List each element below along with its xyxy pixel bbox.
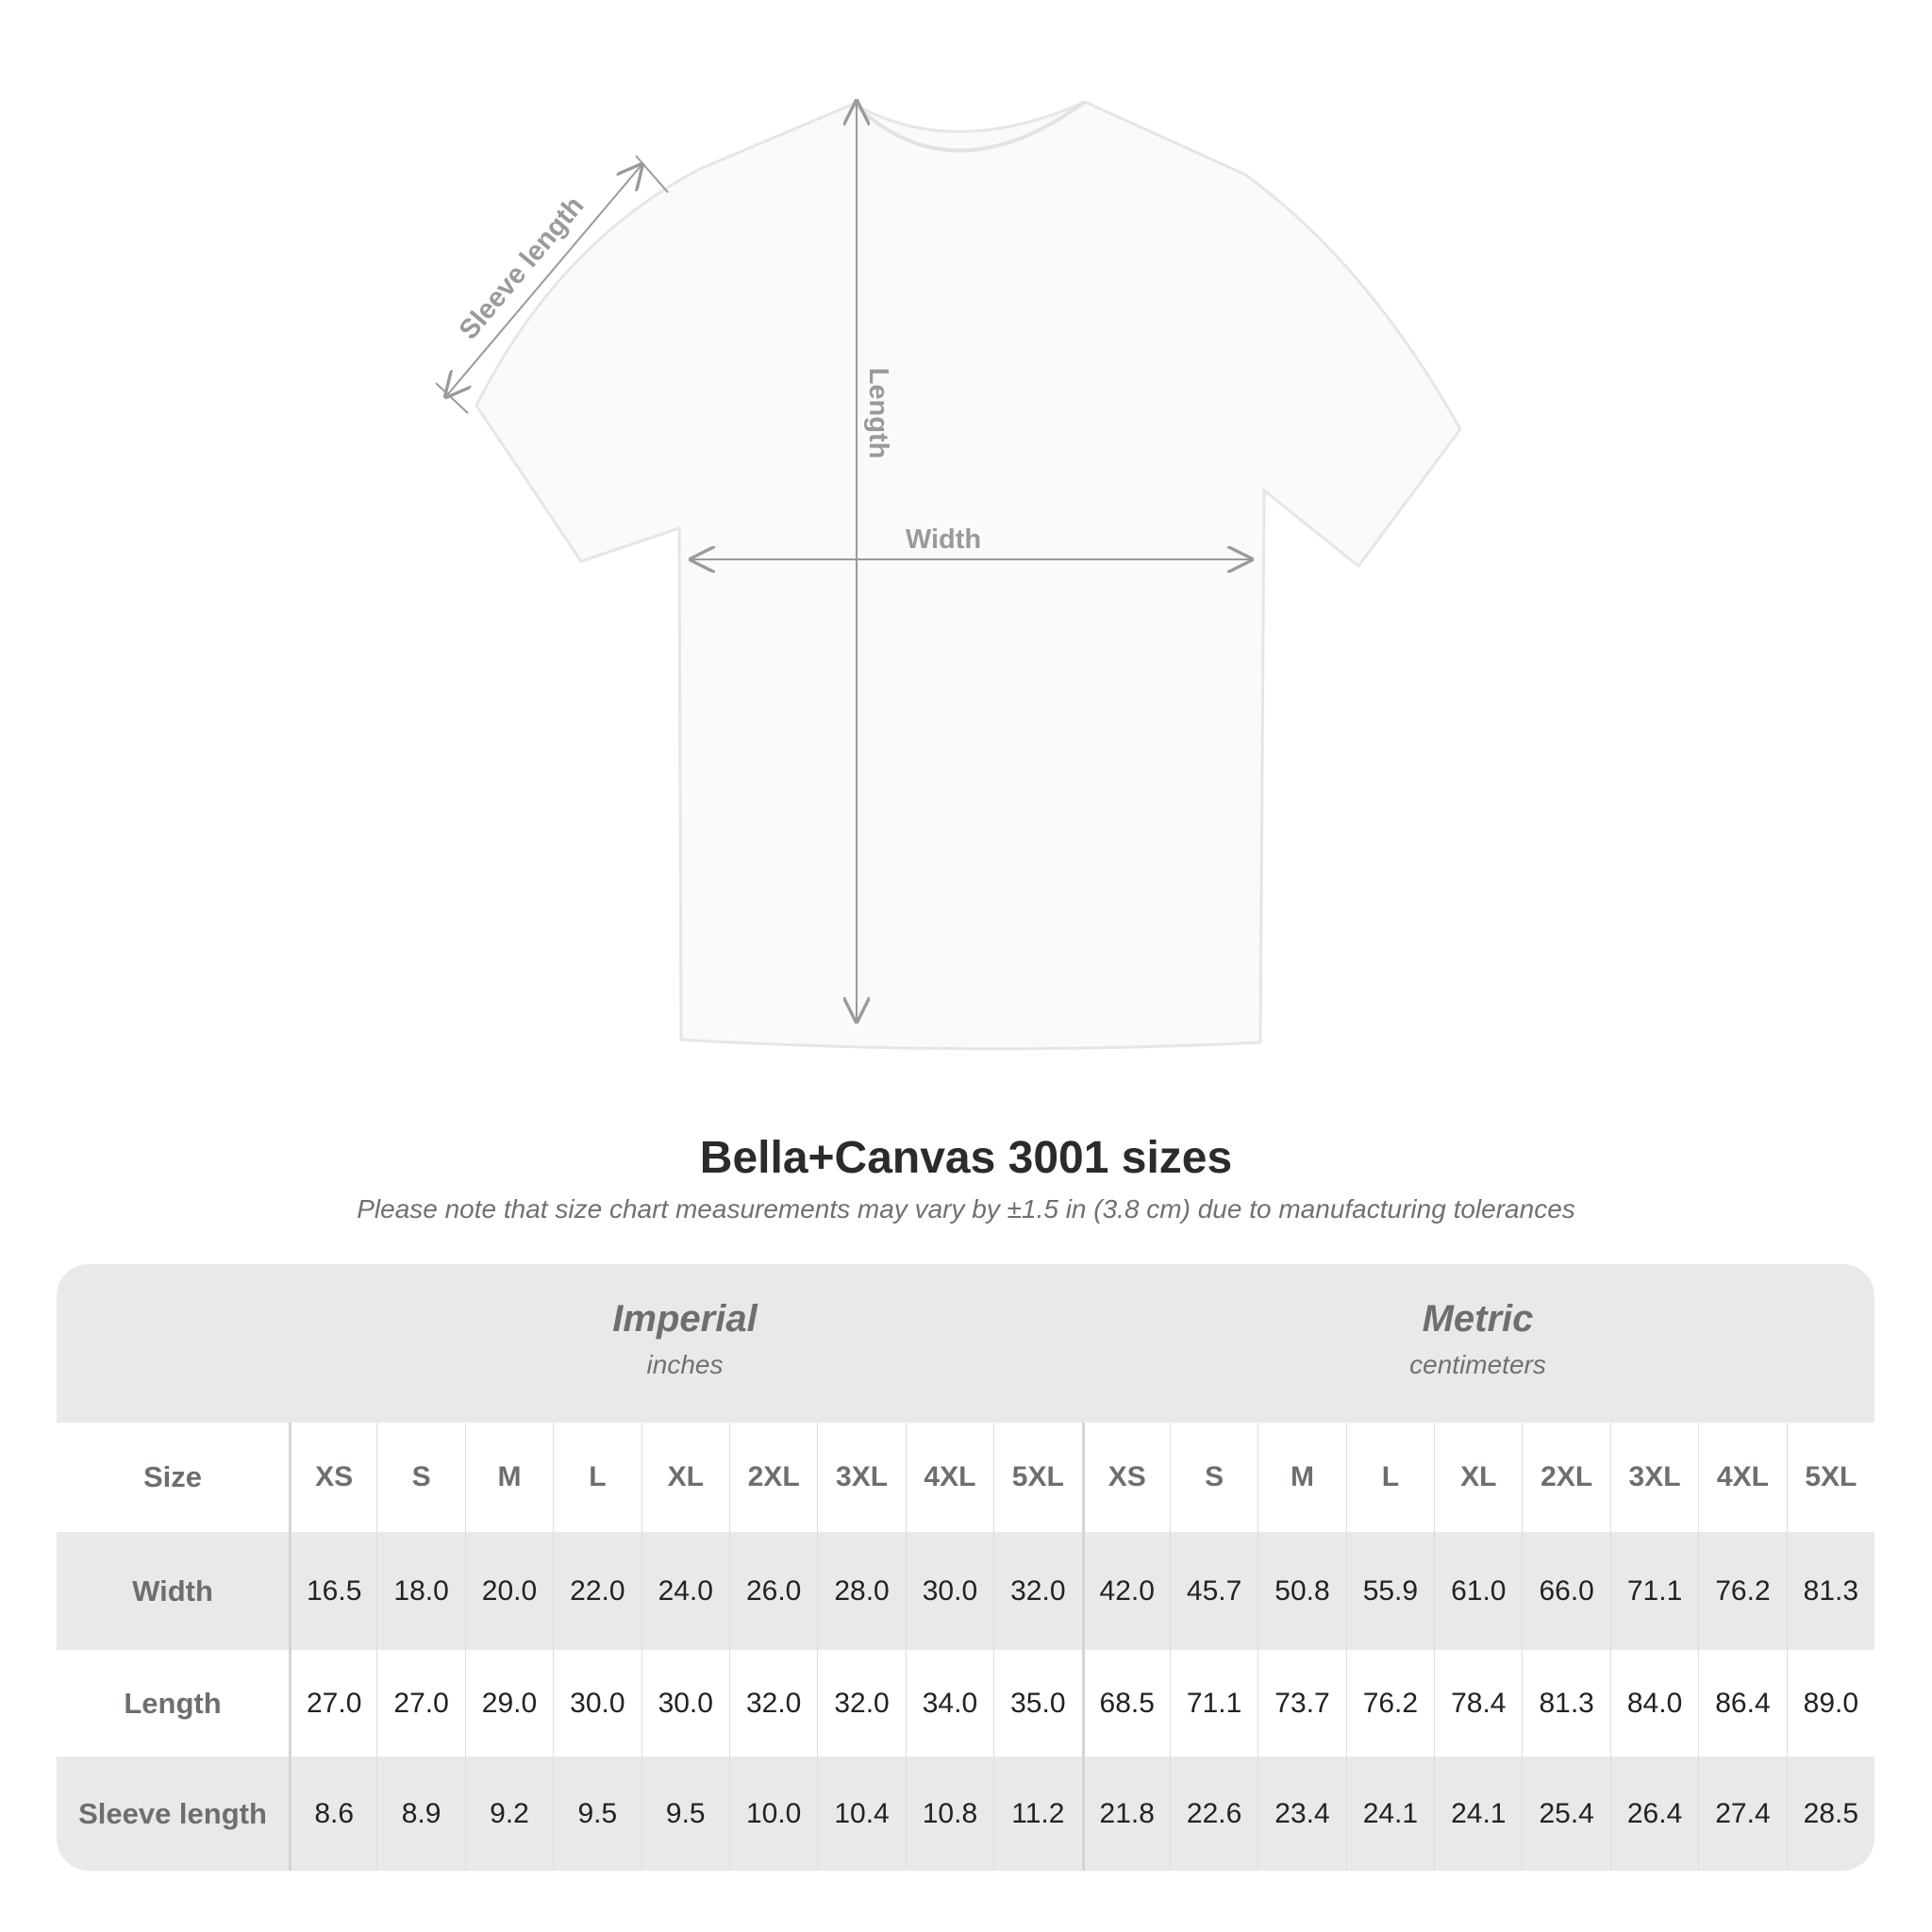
metric-value-cell: 86.4 [1698,1650,1786,1757]
imperial-size-header: 3XL [817,1423,905,1532]
imperial-value-cell: 10.0 [728,1757,817,1871]
metric-value-cell: 68.5 [1081,1650,1170,1757]
row-label: Width [132,1574,213,1607]
imperial-value-cell: 29.0 [464,1650,553,1757]
metric-value-cell: 89.0 [1786,1650,1874,1757]
page-title: Bella+Canvas 3001 sizes [699,1133,1233,1183]
imperial-value-cell: 32.0 [728,1650,817,1757]
metric-value-cell: 24.1 [1434,1757,1522,1871]
imperial-size-header: 2XL [728,1423,817,1532]
imperial-value-cell: 22.0 [553,1532,641,1650]
imperial-value-cell: 32.0 [817,1650,905,1757]
imperial-value-cell: 30.0 [553,1650,641,1757]
imperial-value-cell: 10.4 [817,1757,905,1871]
metric-size-header: XL [1434,1423,1522,1532]
size-table: Imperial inches Metric centimeters Size X… [57,1264,1874,1871]
imperial-value-cell: 18.0 [376,1532,464,1650]
imperial-value-cell: 9.5 [553,1757,641,1871]
imperial-value-cell: 8.9 [376,1757,464,1871]
tshirt-shape [475,100,1462,1051]
metric-value-cell: 66.0 [1522,1532,1609,1650]
metric-size-header: 2XL [1522,1423,1609,1532]
metric-value-cell: 81.3 [1522,1650,1609,1757]
metric-value-cell: 55.9 [1345,1532,1434,1650]
metric-size-header: S [1169,1423,1257,1532]
table-row: Sleeve length 8.6 8.9 9.2 9.5 9.5 10.0 10.4 10.8… [57,1757,1874,1871]
imperial-value-cell: 32.0 [993,1532,1081,1650]
metric-value-cell: 50.8 [1257,1532,1345,1650]
imperial-value-cell: 9.5 [641,1757,729,1871]
metric-value-cell: 21.8 [1081,1757,1170,1871]
metric-value-cell: 73.7 [1257,1650,1345,1757]
metric-value-cell: 71.1 [1609,1532,1698,1650]
size-header-row: Size XS S M L XL 2XL 3XL 4XL 5XL XS S M L XL 2XL 3XL 4XL 5… [57,1423,1874,1532]
imperial-value-cell: 26.0 [728,1532,817,1650]
width-label: Width [906,525,981,555]
metric-header: Metric centimeters [1081,1264,1874,1423]
table-row: Length 27.0 27.0 29.0 30.0 30.0 32.0 32.0 34.0 35… [57,1650,1874,1757]
metric-value-cell: 23.4 [1257,1757,1345,1871]
metric-unit: centimeters [1409,1350,1546,1379]
imperial-value-cell: 24.0 [641,1532,729,1650]
imperial-title: Imperial [612,1298,758,1340]
tshirt-diagram: Sleeve length Length Width [435,0,1462,1051]
imperial-value-cell: 8.6 [289,1757,376,1871]
imperial-value-cell: 16.5 [289,1532,376,1650]
imperial-size-header: L [553,1423,641,1532]
imperial-size-header: XL [641,1423,729,1532]
metric-value-cell: 27.4 [1698,1757,1786,1871]
metric-value-cell: 76.2 [1345,1650,1434,1757]
imperial-value-cell: 20.0 [464,1532,553,1650]
imperial-value-cell: 27.0 [376,1650,464,1757]
imperial-size-header: 4XL [905,1423,993,1532]
metric-value-cell: 24.1 [1345,1757,1434,1871]
imperial-size-header: S [376,1423,464,1532]
table-row: Width 16.5 18.0 20.0 22.0 24.0 26.0 28.0 30.0 32.… [57,1532,1874,1650]
metric-value-cell: 84.0 [1609,1650,1698,1757]
imperial-value-cell: 30.0 [905,1532,993,1650]
row-label: Size [142,1460,203,1493]
metric-size-header: XS [1081,1423,1170,1532]
metric-value-cell: 71.1 [1169,1650,1257,1757]
imperial-unit: inches [646,1350,724,1379]
imperial-value-cell: 34.0 [905,1650,993,1757]
metric-value-cell: 42.0 [1081,1532,1170,1650]
metric-value-cell: 26.4 [1609,1757,1698,1871]
imperial-value-cell: 9.2 [464,1757,553,1871]
imperial-size-header: M [464,1423,553,1532]
imperial-value-cell: 30.0 [641,1650,729,1757]
metric-size-header: M [1257,1423,1345,1532]
row-label: Length [124,1686,222,1720]
metric-size-header: 5XL [1786,1423,1874,1532]
metric-value-cell: 78.4 [1434,1650,1522,1757]
row-label: Sleeve length [78,1796,267,1830]
metric-value-cell: 81.3 [1786,1532,1874,1650]
imperial-header: Imperial inches [289,1264,1081,1423]
imperial-size-header: XS [289,1423,376,1532]
metric-value-cell: 25.4 [1522,1757,1609,1871]
metric-size-header: L [1345,1423,1434,1532]
metric-value-cell: 76.2 [1698,1532,1786,1650]
metric-size-header: 3XL [1609,1423,1698,1532]
metric-value-cell: 28.5 [1786,1757,1874,1871]
imperial-value-cell: 11.2 [993,1757,1081,1871]
imperial-value-cell: 27.0 [289,1650,376,1757]
imperial-value-cell: 35.0 [993,1650,1081,1757]
tolerance-note: Please note that size chart measurements… [357,1194,1575,1224]
metric-value-cell: 22.6 [1169,1757,1257,1871]
length-label: Length [863,368,893,459]
metric-size-header: 4XL [1698,1423,1786,1532]
imperial-size-header: 5XL [993,1423,1081,1532]
imperial-value-cell: 28.0 [817,1532,905,1650]
metric-value-cell: 45.7 [1169,1532,1257,1650]
metric-title: Metric [1422,1298,1534,1340]
imperial-value-cell: 10.8 [905,1757,993,1871]
metric-value-cell: 61.0 [1434,1532,1522,1650]
